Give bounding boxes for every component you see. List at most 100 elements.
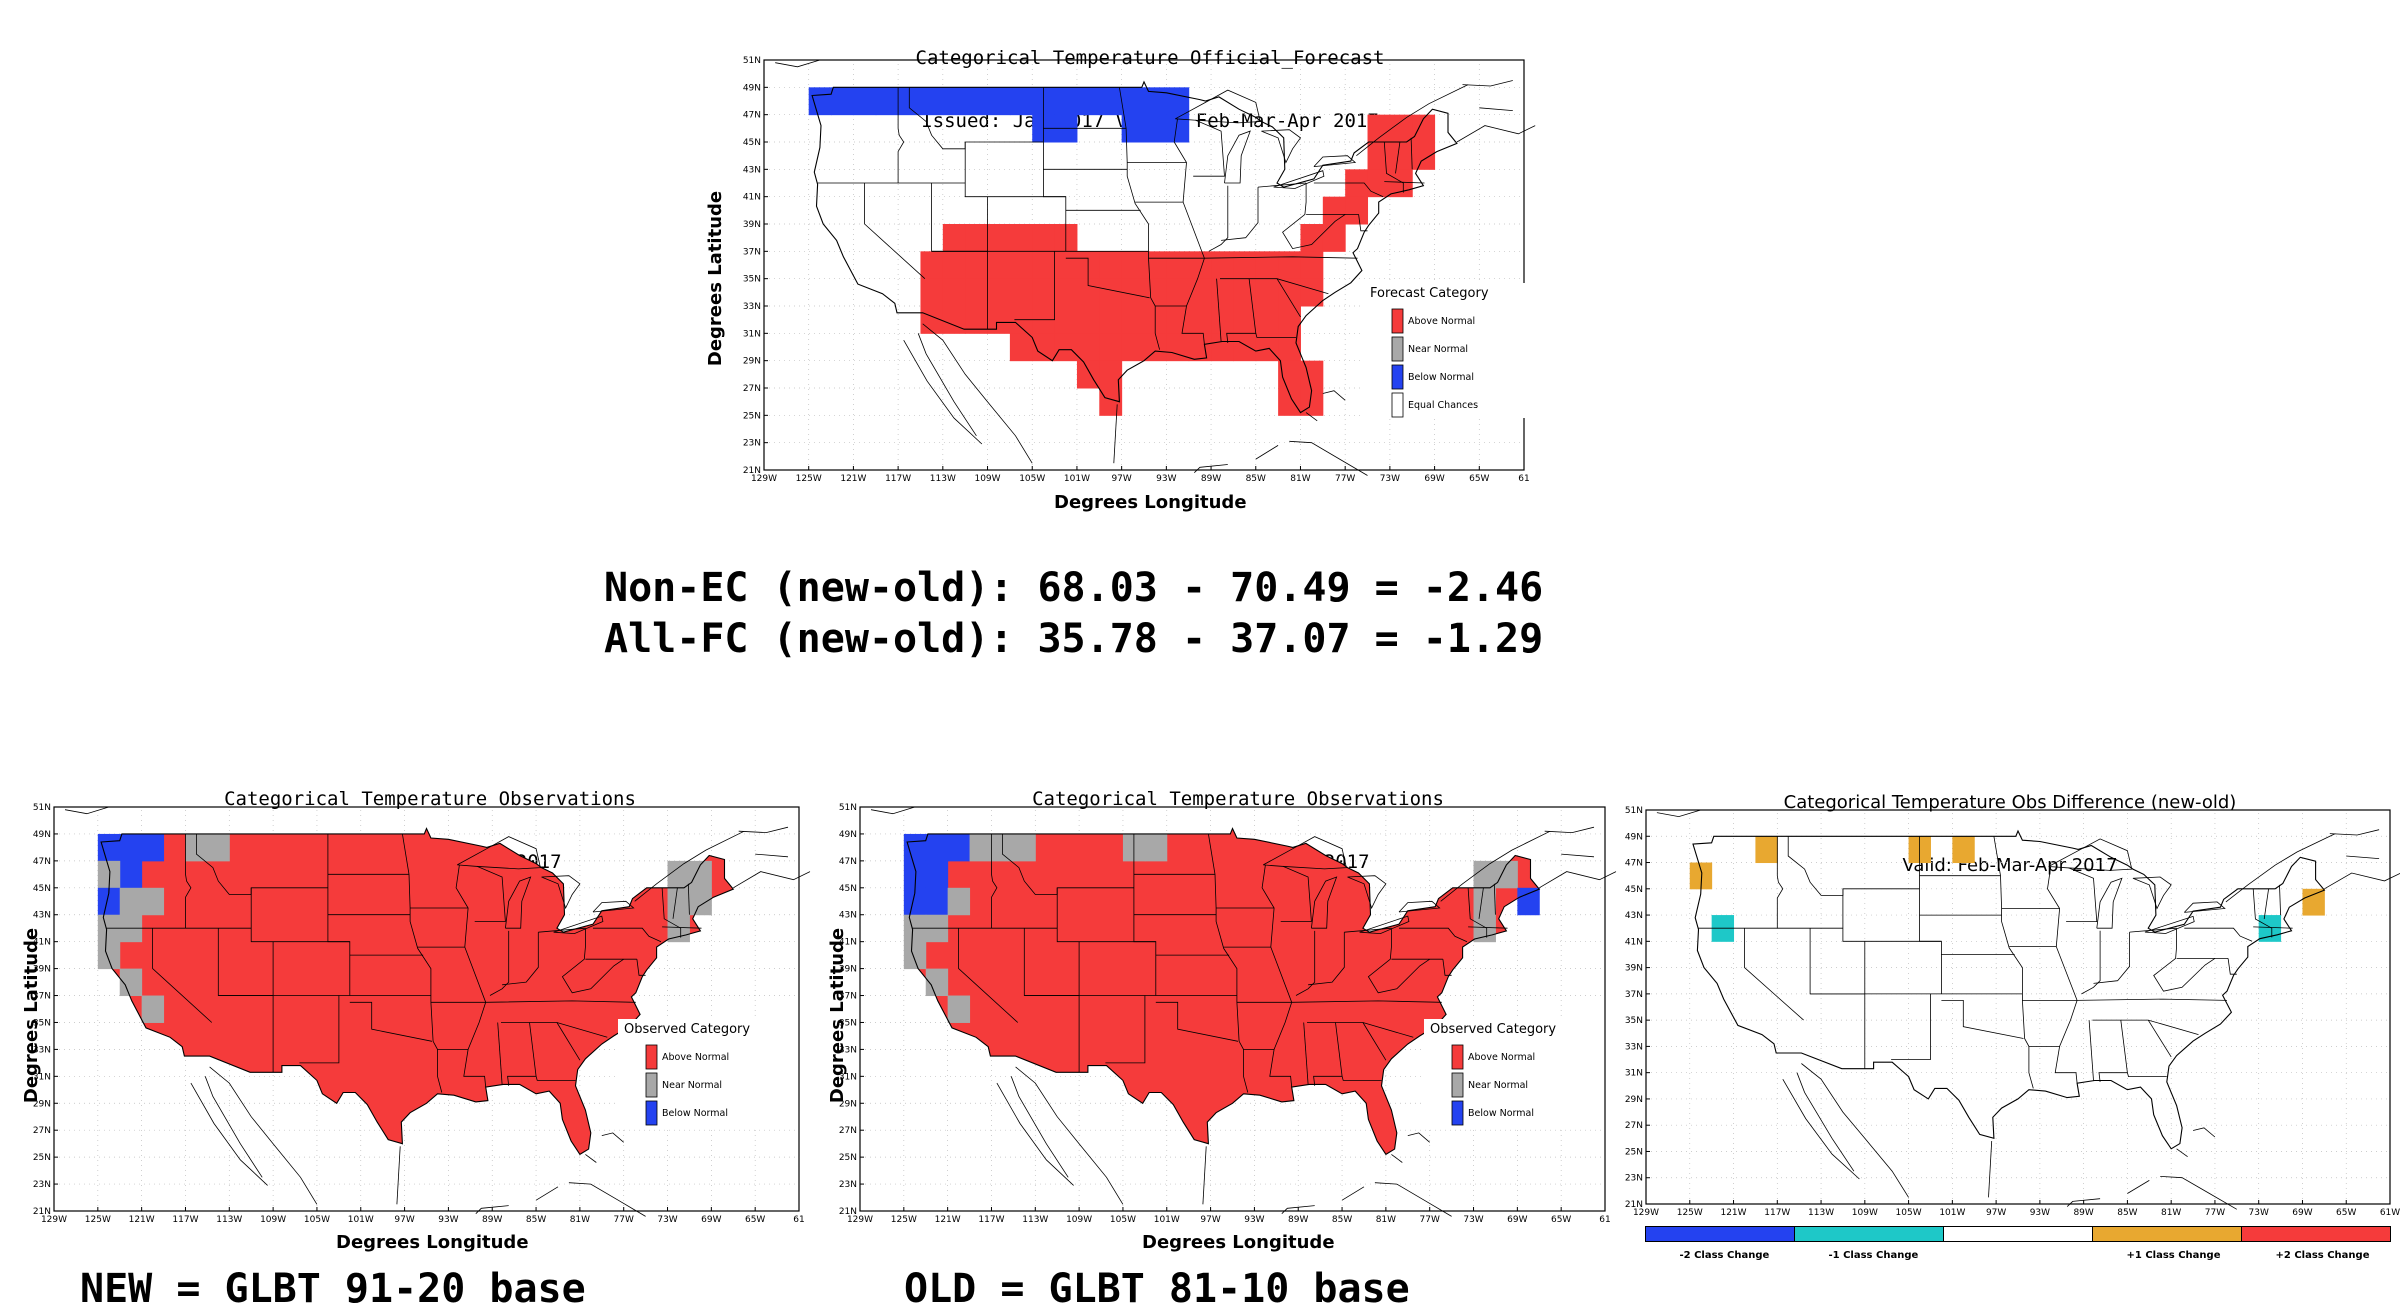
lat-tick-label: 29N [743, 357, 761, 367]
stat-non-ec: Non-EC (new-old): 68.03 - 70.49 = -2.46 [604, 565, 1544, 611]
state-border [1133, 833, 1157, 996]
lat-tick-label: 35N [743, 275, 761, 285]
legend-title: Observed Category [1430, 1022, 1556, 1037]
cell-above [1255, 306, 1279, 334]
coastline [2176, 1148, 2188, 1158]
state-border [1468, 926, 1508, 929]
cell-below [1121, 87, 1145, 116]
cell-below [875, 87, 899, 116]
colorbar-segment [2092, 1226, 2242, 1242]
legend-label: Equal Chances [1408, 400, 1478, 411]
lat-tick-label: 43N [743, 165, 761, 175]
cell-below [119, 833, 143, 862]
cell-above [942, 224, 966, 252]
plot-frame [763, 59, 1525, 471]
cell-above [965, 224, 989, 252]
legend-swatch [1451, 1044, 1464, 1070]
coastline [2132, 876, 2172, 910]
plot-frame [1645, 809, 2391, 1205]
state-border [1362, 1022, 1387, 1061]
state-border [1119, 87, 1160, 350]
cell-above [987, 224, 1011, 252]
coastline [903, 340, 983, 445]
lat-tick-label: 25N [839, 1153, 857, 1163]
lat-tick-label: 47N [1625, 859, 1643, 869]
coastline [535, 1186, 559, 1201]
lon-tick-label: 101W [348, 1215, 374, 1225]
coastline [1305, 412, 1318, 422]
category-cells [1689, 836, 2325, 942]
cell-below [853, 87, 877, 116]
coastline [1374, 1182, 1452, 1217]
lon-tick-label: 113W [1808, 1208, 1834, 1218]
lat-tick-label: 39N [743, 220, 761, 230]
state-border [1257, 182, 1307, 188]
legend-label: Below Normal [662, 1108, 728, 1119]
state-border [1776, 836, 1784, 929]
lat-tick-label: 23N [1625, 1174, 1643, 1184]
cell-below [1144, 87, 1167, 116]
cell-below [97, 887, 121, 916]
colorbar-label: -1 Class Change [1828, 1250, 1919, 1261]
colorbar-segment [2241, 1226, 2391, 1242]
lon-tick-label: 61 [1599, 1215, 1610, 1225]
coastline [1391, 1154, 1403, 1163]
cell-near [207, 833, 230, 862]
cell-above [1121, 278, 1145, 307]
cell-plus1 [1689, 862, 1713, 890]
state-border [1208, 185, 1229, 252]
lat-tick-label: 23N [33, 1180, 51, 1190]
state-border [672, 887, 678, 919]
state-border [2098, 1020, 2128, 1082]
cell-below [947, 833, 971, 862]
legend-swatch [645, 1044, 658, 1070]
state-border [1295, 930, 1316, 996]
cell-above [1099, 333, 1123, 362]
state-border [535, 1076, 576, 1081]
cell-above [1009, 251, 1033, 280]
coastline [2144, 915, 2195, 934]
cell-below [97, 833, 121, 862]
state-border [1001, 833, 1134, 895]
lat-tick-label: 33N [33, 1045, 51, 1055]
state-border [1358, 214, 1368, 232]
lat-tick-label: 27N [1625, 1121, 1643, 1131]
lat-tick-label: 49N [839, 830, 857, 840]
coastline [870, 806, 915, 815]
state-border [1313, 182, 1384, 198]
cell-above [1121, 251, 1145, 280]
state-border [2088, 1020, 2094, 1081]
state-border [1221, 187, 1259, 241]
state-border [1276, 278, 1301, 318]
lon-tick-label: 105W [1896, 1208, 1922, 1218]
state-border [1280, 865, 1312, 922]
base-fill-region [907, 828, 1540, 1155]
state-border [538, 927, 586, 933]
state-border [1105, 995, 1146, 1064]
state-border [1291, 1000, 1442, 1003]
lon-tick-label: 81W [2161, 1208, 2181, 1218]
cell-above [1233, 333, 1257, 362]
cell-above [1099, 278, 1123, 307]
lat-tick-label: 43N [33, 911, 51, 921]
coastline [922, 323, 1033, 464]
map-legend: Observed Category Above Normal Near Normal… [1424, 1019, 1604, 1129]
cell-above [1166, 278, 1190, 307]
coastline [1194, 464, 1228, 473]
cell-near [667, 860, 690, 889]
lat-tick-label: 25N [1625, 1147, 1643, 1157]
caption-new: NEW = GLBT 91-20 base [80, 1266, 586, 1312]
lat-tick-label: 41N [839, 938, 857, 948]
cell-above [1233, 278, 1257, 307]
state-border [2147, 1019, 2172, 1058]
lon-tick-label: 93W [438, 1215, 458, 1225]
cell-near [925, 968, 949, 997]
lat-tick-label: 33N [1625, 1042, 1643, 1052]
cell-near [1473, 860, 1496, 889]
cell-above [1322, 196, 1346, 225]
cell-below [831, 87, 854, 116]
coastline [1462, 80, 1513, 87]
cell-above [1300, 224, 1324, 252]
lon-tick-label: 65W [1469, 474, 1489, 484]
legend-swatch [1391, 336, 1404, 362]
